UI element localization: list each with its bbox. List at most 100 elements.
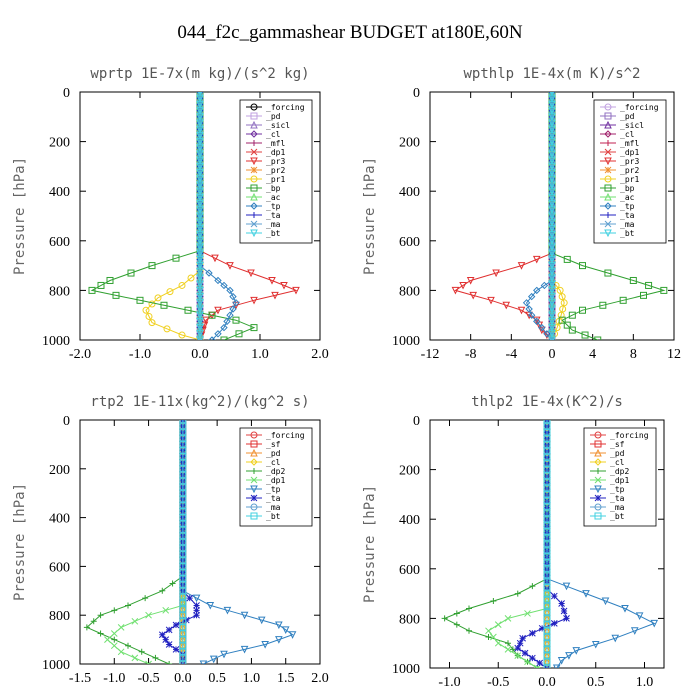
data-point (145, 611, 152, 619)
legend-marker (250, 458, 258, 466)
data-point (548, 107, 556, 115)
data-point (548, 336, 556, 340)
data-point (172, 621, 180, 629)
y-tick-label: 600 (399, 235, 420, 250)
data-point (548, 311, 556, 320)
data-point (517, 306, 526, 315)
legend: _forcing_sf_pd_cl_dp2_dp1_tp_ta_ma_bt (239, 427, 313, 527)
y-tick-label: 1000 (42, 334, 70, 349)
legend-marker (250, 476, 258, 484)
data-point (548, 212, 556, 221)
series-pr3 (451, 92, 556, 340)
legend-marker (604, 166, 612, 174)
data-point (196, 156, 204, 165)
legend-marker (594, 476, 602, 484)
data-point (548, 293, 556, 301)
legend-marker (251, 140, 257, 146)
data-point (548, 125, 556, 134)
data-point (485, 634, 492, 640)
data-point (514, 590, 521, 597)
data-point (199, 660, 208, 664)
data-point (517, 262, 526, 270)
data-point (196, 193, 204, 202)
panel-3: rtp2 1E-11x(kg^2)/(kg^2 s) Pressure [hPa]… (12, 394, 329, 686)
data-point (548, 243, 556, 252)
legend: _forcing_sf_pd_cl_dp2_dp1_tp_ta_ma_bt (583, 427, 657, 527)
data-point (104, 636, 111, 643)
data-point (196, 169, 204, 177)
data-point (548, 274, 556, 283)
legend-marker (250, 440, 258, 448)
data-point (196, 119, 204, 128)
data-point (184, 306, 192, 314)
data-point (90, 618, 97, 625)
data-point (125, 602, 131, 609)
legend-marker (250, 103, 258, 111)
x-tick-label: -4 (505, 347, 517, 362)
legend-marker (604, 175, 612, 183)
data-point (223, 317, 231, 326)
data-point (492, 269, 500, 278)
data-point (281, 626, 290, 634)
data-point (640, 291, 647, 299)
data-point (206, 601, 215, 610)
legend-marker (250, 192, 258, 201)
data-point (621, 604, 629, 613)
data-point (110, 642, 118, 650)
data-point (548, 193, 556, 202)
data-point (543, 330, 551, 338)
data-point (548, 150, 556, 159)
legend-entry: _pd (620, 112, 635, 121)
data-point (548, 255, 556, 264)
data-point (485, 627, 492, 635)
legend-entry: _tp (620, 202, 635, 211)
panel-title: wprtp 1E-7x(m kg)/(s^2 kg) (90, 66, 309, 82)
data-point (240, 611, 249, 620)
x-tick-label: 4 (589, 347, 596, 362)
x-tick-label: -1.0 (103, 671, 125, 686)
y-tick-label: 800 (399, 284, 420, 299)
legend-entry: _dp2 (266, 467, 285, 476)
data-point (548, 237, 556, 245)
data-point (220, 281, 228, 290)
data-point (193, 606, 200, 614)
data-point (469, 291, 478, 300)
legend-entry: _sicl (620, 121, 644, 130)
data-point (514, 652, 522, 659)
legend-entry: _sicl (266, 121, 290, 130)
data-point (187, 274, 195, 282)
data-point (271, 291, 279, 300)
data-point (214, 276, 222, 285)
legend-entry: _dp1 (620, 148, 639, 157)
data-point (494, 621, 502, 628)
y-tick-label: 1000 (392, 334, 420, 349)
data-point (196, 150, 204, 159)
x-tick-label: 1.0 (251, 347, 269, 362)
legend-entry: _pd (610, 449, 625, 458)
legend-entry: _bt (620, 229, 635, 238)
data-point (172, 646, 180, 653)
data-point (110, 630, 118, 637)
legend-entry: _pr2 (266, 166, 285, 175)
series-bt (543, 420, 551, 668)
legend-entry: _ta (610, 494, 625, 503)
data-point (550, 620, 558, 627)
data-point (196, 243, 204, 252)
data-point (152, 654, 159, 661)
data-point (214, 330, 222, 338)
data-point (165, 641, 173, 648)
data-point (529, 654, 536, 662)
data-point (582, 590, 590, 598)
legend-entry: _dp1 (266, 476, 285, 485)
legend: _forcing_pd_sicl_cl_mfl_dp1_pr3_pr2_pr1_… (239, 99, 313, 244)
data-point (550, 592, 558, 600)
data-point (494, 639, 502, 647)
data-point (543, 664, 551, 668)
data-point (131, 617, 139, 625)
x-tick-label: -0.5 (487, 675, 509, 690)
data-point (504, 646, 512, 653)
y-tick-label: 200 (49, 463, 70, 478)
data-point (572, 647, 581, 655)
plot-frame (79, 419, 321, 665)
data-point (521, 649, 529, 657)
